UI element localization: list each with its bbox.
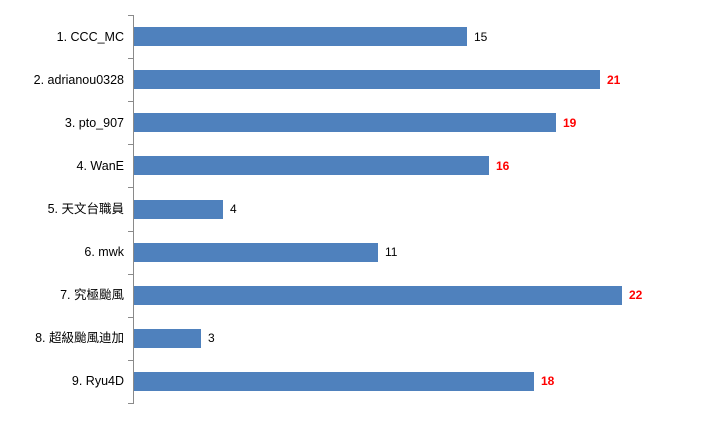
bar	[134, 372, 534, 391]
category-label: 7. 究極颱風	[60, 288, 124, 302]
axis-tick	[128, 15, 134, 16]
bar	[134, 286, 622, 305]
axis-tick	[128, 101, 134, 102]
category-label: 1. CCC_MC	[56, 30, 124, 44]
axis-tick	[128, 187, 134, 188]
category-label: 3. pto_907	[64, 116, 124, 130]
axis-tick	[128, 360, 134, 361]
category-label: 2. adrianou0328	[33, 73, 124, 87]
value-label: 11	[385, 245, 398, 259]
bar	[134, 329, 201, 348]
axis-tick	[128, 317, 134, 318]
value-label: 19	[563, 116, 577, 130]
bar	[134, 70, 600, 89]
bar	[134, 27, 467, 46]
category-label: 4. WanE	[76, 159, 124, 173]
value-label: 21	[607, 73, 621, 87]
value-label: 22	[629, 288, 643, 302]
bar	[134, 156, 489, 175]
category-label: 5. 天文台職員	[47, 202, 124, 216]
axis-tick	[128, 58, 134, 59]
value-label: 15	[474, 30, 488, 44]
axis-tick	[128, 274, 134, 275]
bar	[134, 113, 556, 132]
value-label: 16	[496, 159, 510, 173]
category-axis-line	[133, 15, 134, 404]
value-label: 3	[208, 331, 215, 345]
axis-tick	[128, 231, 134, 232]
category-label: 9. Ryu4D	[71, 374, 124, 388]
value-label: 18	[541, 374, 555, 388]
axis-tick	[128, 403, 134, 404]
category-label: 6. mwk	[84, 245, 124, 259]
value-label: 4	[230, 202, 237, 216]
category-label: 8. 超級颱風迪加	[35, 331, 124, 345]
axis-tick	[128, 144, 134, 145]
bar	[134, 200, 223, 219]
bar	[134, 243, 378, 262]
